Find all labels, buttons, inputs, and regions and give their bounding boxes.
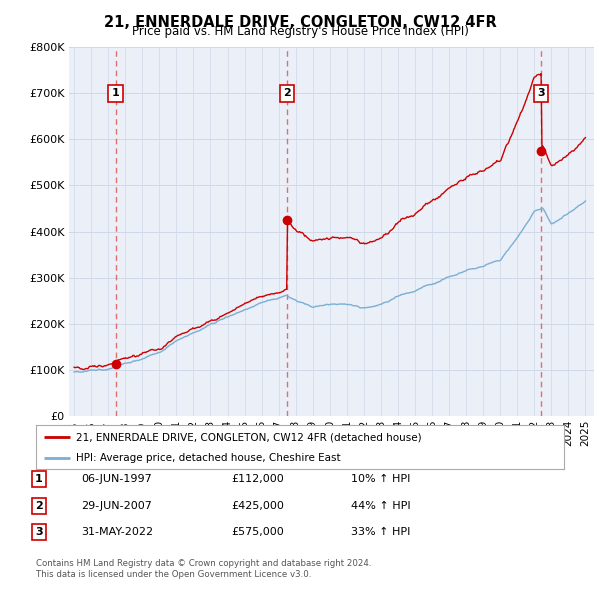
Text: 06-JUN-1997: 06-JUN-1997 xyxy=(81,474,152,484)
Text: 3: 3 xyxy=(538,88,545,99)
Text: This data is licensed under the Open Government Licence v3.0.: This data is licensed under the Open Gov… xyxy=(36,571,311,579)
Text: 21, ENNERDALE DRIVE, CONGLETON, CW12 4FR (detached house): 21, ENNERDALE DRIVE, CONGLETON, CW12 4FR… xyxy=(76,432,421,442)
Text: 1: 1 xyxy=(35,474,43,484)
Text: 10% ↑ HPI: 10% ↑ HPI xyxy=(351,474,410,484)
Text: 2: 2 xyxy=(35,501,43,510)
Text: 1: 1 xyxy=(112,88,119,99)
Text: Price paid vs. HM Land Registry's House Price Index (HPI): Price paid vs. HM Land Registry's House … xyxy=(131,25,469,38)
Text: 44% ↑ HPI: 44% ↑ HPI xyxy=(351,501,410,510)
Text: 21, ENNERDALE DRIVE, CONGLETON, CW12 4FR: 21, ENNERDALE DRIVE, CONGLETON, CW12 4FR xyxy=(104,15,496,30)
Text: £425,000: £425,000 xyxy=(231,501,284,510)
Text: 31-MAY-2022: 31-MAY-2022 xyxy=(81,527,153,537)
Text: £575,000: £575,000 xyxy=(231,527,284,537)
Text: 2: 2 xyxy=(283,88,291,99)
Text: £112,000: £112,000 xyxy=(231,474,284,484)
Text: 29-JUN-2007: 29-JUN-2007 xyxy=(81,501,152,510)
Text: 3: 3 xyxy=(35,527,43,537)
Text: Contains HM Land Registry data © Crown copyright and database right 2024.: Contains HM Land Registry data © Crown c… xyxy=(36,559,371,568)
Text: HPI: Average price, detached house, Cheshire East: HPI: Average price, detached house, Ches… xyxy=(76,453,340,463)
Text: 33% ↑ HPI: 33% ↑ HPI xyxy=(351,527,410,537)
